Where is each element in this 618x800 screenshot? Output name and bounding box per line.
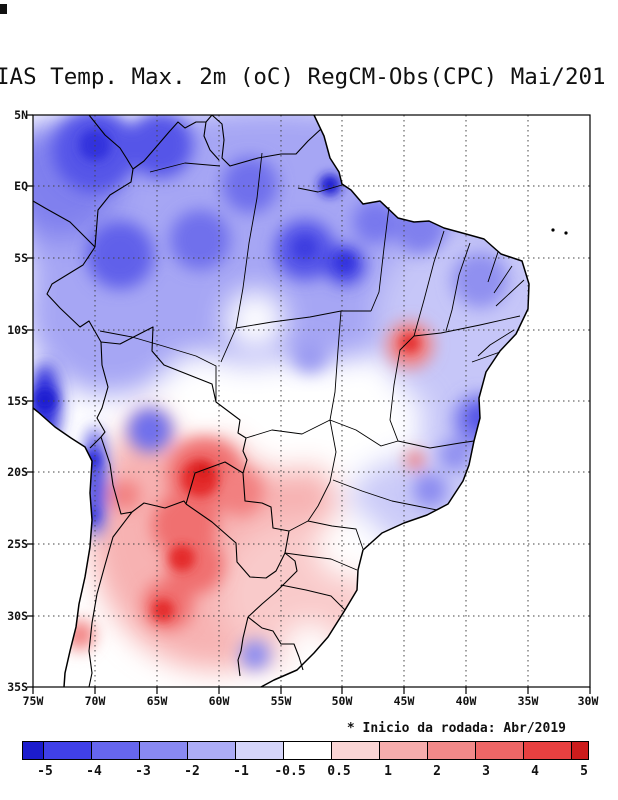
edge-artifact-mark bbox=[0, 4, 7, 14]
colorbar-tick: 2 bbox=[433, 764, 441, 779]
country-borders bbox=[32, 114, 322, 688]
map-panel: 5N EQ 5S 10S 15S 20S 25S 30S 35S 75W 70W… bbox=[7, 108, 599, 708]
colorbar-tick: 5 bbox=[580, 764, 588, 779]
colorbar-segment bbox=[22, 741, 44, 760]
lon-label-40w: 40W bbox=[456, 694, 477, 708]
lon-label-30w: 30W bbox=[578, 694, 599, 708]
colorbar-tick: -0.5 bbox=[274, 764, 306, 779]
lat-label-30s: 30S bbox=[7, 609, 28, 623]
lat-label-eq: EQ bbox=[14, 179, 28, 193]
lat-label-15s: 15S bbox=[7, 394, 28, 408]
lon-label-75w: 75W bbox=[23, 694, 44, 708]
lon-label-50w: 50W bbox=[332, 694, 353, 708]
coastline bbox=[32, 114, 530, 688]
lon-label-70w: 70W bbox=[85, 694, 106, 708]
bias-field-mid-blobs bbox=[33, 115, 508, 670]
colorbar-tick: 4 bbox=[531, 764, 539, 779]
chart-title: IAS Temp. Max. 2m (oC) RegCM-Obs(CPC) Ma… bbox=[0, 64, 606, 90]
lat-label-10s: 10S bbox=[7, 323, 28, 337]
axis-ticks bbox=[27, 114, 591, 694]
colorbar-segment bbox=[283, 741, 332, 760]
colorbar-tick: 0.5 bbox=[327, 764, 351, 779]
colorbar-segment bbox=[235, 741, 284, 760]
lat-label-20s: 20S bbox=[7, 465, 28, 479]
lat-label-5s: 5S bbox=[14, 251, 28, 265]
colorbar-tick: 3 bbox=[482, 764, 490, 779]
colorbar-tick: -3 bbox=[135, 764, 151, 779]
colorbar-segment bbox=[523, 741, 572, 760]
colorbar-segment bbox=[379, 741, 428, 760]
colorbar-segment bbox=[187, 741, 236, 760]
colorbar bbox=[22, 741, 589, 760]
colorbar-segment bbox=[43, 741, 92, 760]
colorbar-tick: -2 bbox=[184, 764, 200, 779]
colorbar-tick: -1 bbox=[233, 764, 249, 779]
bias-map-svg: 5N EQ 5S 10S 15S 20S 25S 30S 35S 75W 70W… bbox=[7, 108, 599, 708]
colorbar-segment bbox=[571, 741, 589, 760]
lon-label-60w: 60W bbox=[209, 694, 230, 708]
run-start-note: * Inicio da rodada: Abr/2019 bbox=[346, 721, 566, 736]
lon-label-65w: 65W bbox=[147, 694, 168, 708]
bias-field bbox=[33, 115, 529, 687]
state-borders bbox=[99, 152, 525, 611]
lat-label-35s: 35S bbox=[7, 680, 28, 694]
lon-label-45w: 45W bbox=[394, 694, 415, 708]
colorbar-segment bbox=[331, 741, 380, 760]
colorbar-segment bbox=[139, 741, 188, 760]
lon-label-35w: 35W bbox=[518, 694, 539, 708]
colorbar-segment bbox=[91, 741, 140, 760]
colorbar-segment bbox=[427, 741, 476, 760]
colorbar-labels: -5 -4 -3 -2 -1 -0.5 0.5 1 2 3 4 5 bbox=[0, 764, 618, 784]
colorbar-tick: -4 bbox=[86, 764, 102, 779]
lat-label-5n: 5N bbox=[14, 108, 28, 122]
lat-label-25s: 25S bbox=[7, 537, 28, 551]
gridlines bbox=[33, 115, 590, 687]
colorbar-segment bbox=[475, 741, 524, 760]
island-dots bbox=[551, 228, 568, 235]
colorbar-tick: -5 bbox=[37, 764, 53, 779]
lon-label-55w: 55W bbox=[271, 694, 292, 708]
colorbar-tick: 1 bbox=[384, 764, 392, 779]
